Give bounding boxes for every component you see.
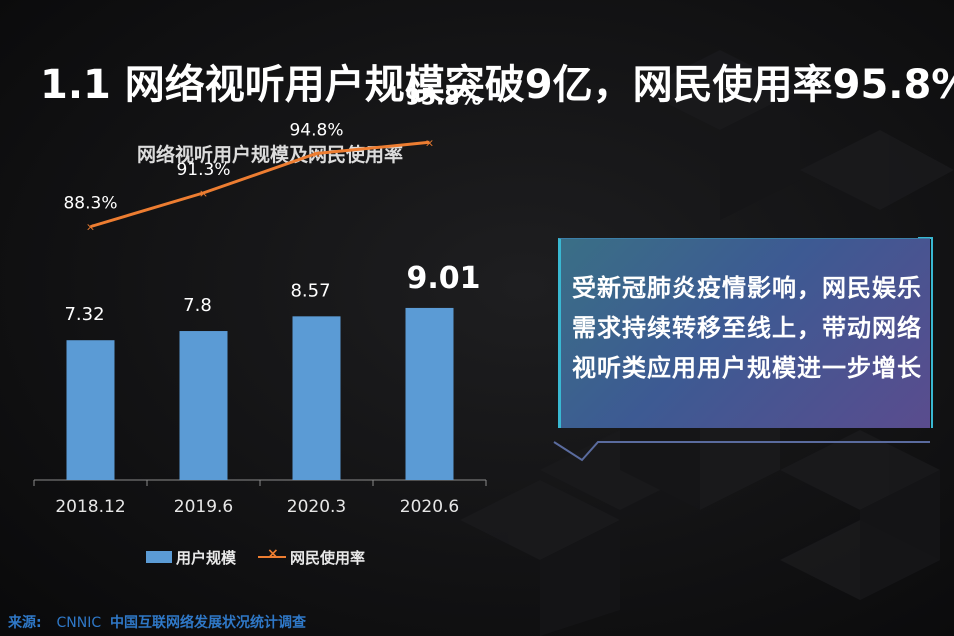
chart-legend: 用户规模 网民使用率 [146,546,365,568]
bar-user-scale [179,331,228,480]
line-data-label: 88.3% [63,194,117,214]
line-data-label: 95.8% [405,85,481,110]
callout-line-1: 受新冠肺炎疫情影响，网民娱乐 [572,274,922,302]
callout-line-2: 需求持续转移至线上，带动网络 [572,314,922,342]
line-point-marker: × [86,221,95,234]
bar-user-scale [66,340,115,480]
legend-line-swatch [258,546,287,563]
source-org: CNNIC [56,615,102,631]
bar-data-label: 9.01 [406,261,480,296]
line-point-marker: × [199,187,208,200]
line-usage-rate [90,140,430,229]
line-point-marker: × [312,148,321,161]
x-tick-label: 2018.12 [55,497,125,517]
x-tick-label: 2020.3 [287,497,346,517]
bar-data-label: 8.57 [290,280,330,301]
x-tick-label: 2019.6 [174,497,233,517]
legend-bar-swatch [146,551,172,563]
callout-line-3: 视听类应用用户规模进一步增长 [572,354,922,382]
source-label: 来源: [8,615,42,631]
legend-label-user-scale: 用户规模 [176,548,237,567]
bar-data-label: 7.32 [64,304,104,325]
line-data-label: 94.8% [289,121,343,141]
line-data-label: 91.3% [176,160,230,180]
callout-text: 受新冠肺炎疫情影响，网民娱乐 需求持续转移至线上，带动网络 视听类应用用户规模进… [572,268,922,388]
bar-user-scale [405,307,454,480]
source-note: 来源: CNNIC 中国互联网络发展状况统计调查 [8,612,306,632]
callout-box: 受新冠肺炎疫情影响，网民娱乐 需求持续转移至线上，带动网络 视听类应用用户规模进… [558,238,930,428]
x-tick-label: 2020.6 [400,497,459,517]
legend-label-usage-rate: 网民使用率 [290,548,366,567]
source-text: 中国互联网络发展状况统计调查 [109,615,306,631]
slide-title: 1.1 网络视听用户规模突破9亿，网民使用率95.8% [40,62,954,108]
line-point-marker: × [425,136,434,149]
chart-title: 网络视听用户规模及网民使用率 [137,144,404,166]
bar-user-scale [292,316,341,480]
callout-background [558,238,930,428]
bar-data-label: 7.8 [183,295,212,316]
